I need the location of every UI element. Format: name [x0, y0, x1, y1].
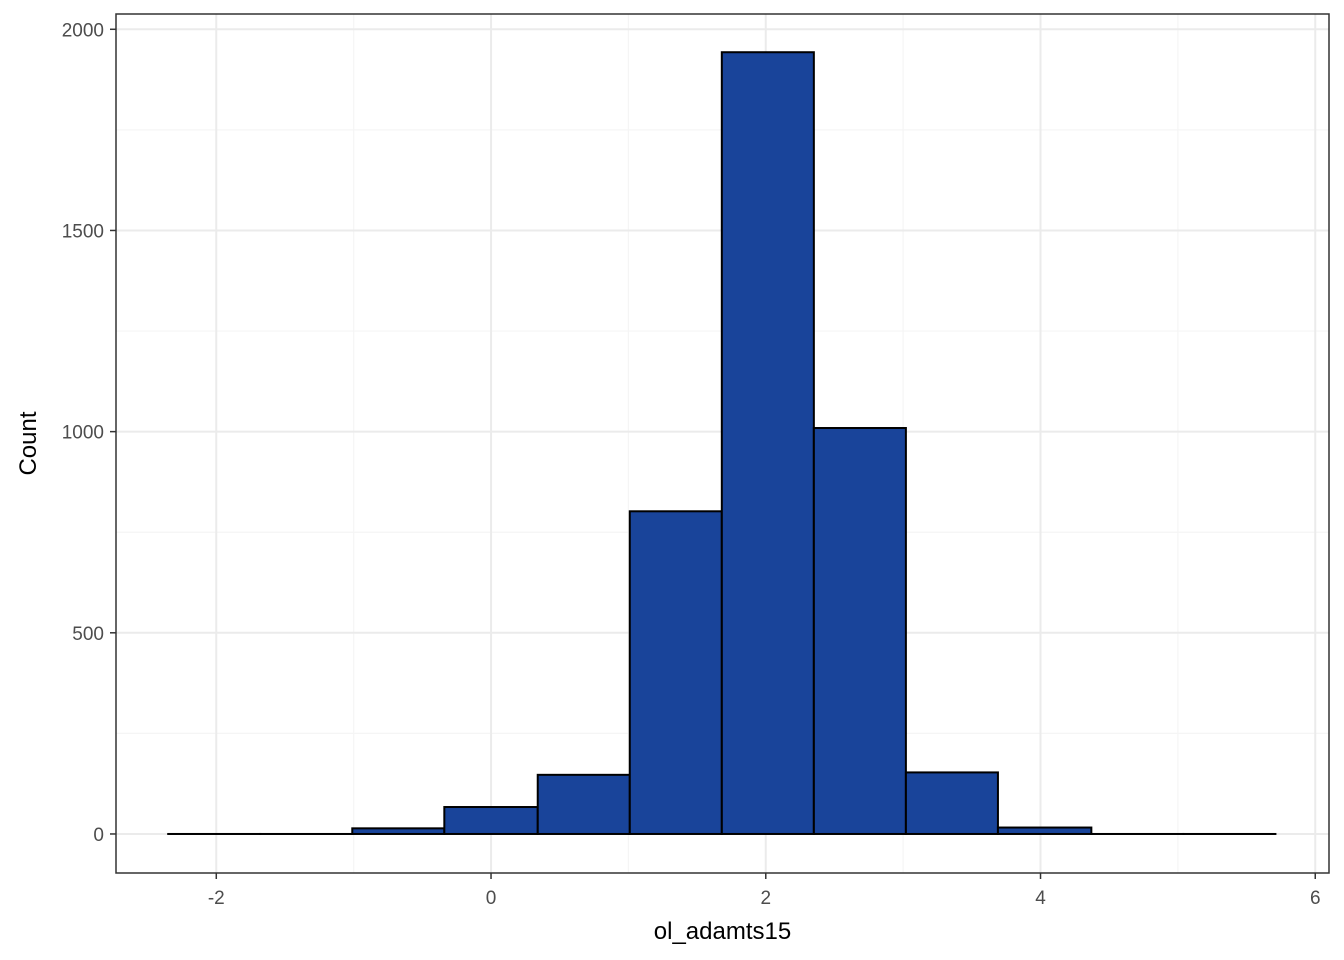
y-axis-title: Count: [15, 411, 42, 475]
histogram-bars: [167, 51, 1277, 835]
y-tick-label: 2000: [62, 20, 104, 41]
histogram-bar: [812, 427, 907, 835]
histogram-bar: [536, 773, 631, 835]
histogram-bar: [996, 826, 1093, 835]
y-tick-label: 0: [93, 825, 104, 846]
histogram-bar: [904, 771, 999, 835]
histogram-bar: [720, 51, 815, 835]
x-tick-label: 4: [1035, 888, 1046, 909]
histogram-bar: [443, 806, 539, 835]
histogram-bar: [628, 510, 723, 835]
grid-lines: [116, 14, 1329, 873]
x-tick-label: 0: [486, 888, 497, 909]
y-tick-label: 1500: [62, 221, 104, 242]
axes: -2 0 2 4 6 0 500 1000 1500 2000: [62, 20, 1321, 909]
x-axis-title: ol_adamts15: [654, 918, 791, 945]
histogram-bar: [351, 827, 446, 835]
x-tick-label: 6: [1310, 888, 1321, 909]
y-tick-label: 500: [72, 624, 104, 645]
x-tick-label: 2: [760, 888, 771, 909]
panel-border: [115, 13, 1330, 874]
x-tick-label: -2: [208, 888, 225, 909]
y-tick-label: 1000: [62, 423, 104, 444]
